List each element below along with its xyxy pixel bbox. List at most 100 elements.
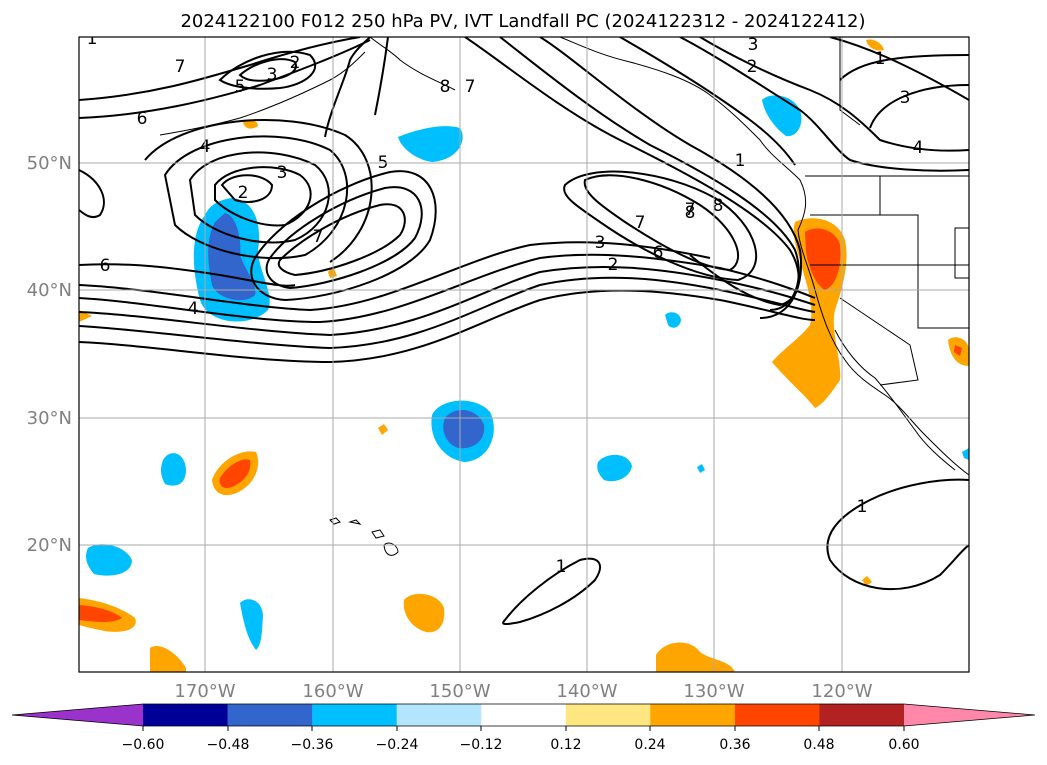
contour-ne-3: [829, 37, 969, 101]
contour-label: 2: [747, 57, 758, 77]
blue-patch-east: [962, 448, 969, 460]
colorbar-segment: [565, 704, 651, 726]
contour-ridge-n2: [374, 37, 389, 116]
orange-patch-160: [150, 646, 186, 672]
colorbar-extend-min: [12, 704, 143, 726]
orange-patch-small4: [862, 576, 872, 586]
colorbar-segments: [12, 704, 1035, 726]
contour-low-n: [218, 50, 317, 90]
contour-2-mid: [79, 241, 711, 312]
state-border-2: [879, 176, 969, 266]
contour-1-east: [826, 478, 969, 591]
colorbar-segment: [143, 704, 229, 726]
red-core-california: [805, 228, 841, 290]
contour-2-gyre: [220, 174, 274, 203]
hawaii-4: [383, 542, 399, 556]
contour-label: 1: [556, 557, 567, 577]
contour-label: 7: [175, 57, 186, 77]
colorbar-tick-label: 0.12: [550, 737, 581, 753]
coastlines: [159, 37, 969, 556]
contour-label: 7: [685, 200, 696, 220]
contour-label: 1: [735, 151, 746, 171]
contour-low-n2: [238, 58, 297, 82]
colorbar-ticks: [142, 726, 905, 731]
lon-label: 140°W: [556, 681, 617, 702]
contour-label: 6: [137, 109, 148, 129]
contour-trough-3: [539, 37, 802, 319]
contour-label: 4: [188, 299, 199, 319]
contour-label: 8: [713, 196, 724, 216]
contour-label: 2: [238, 183, 249, 203]
canada-border: [839, 37, 861, 126]
blue-patch-138: [597, 454, 632, 482]
lat-label: 30°N: [27, 408, 72, 429]
coast-alaska-bc: [559, 37, 969, 476]
contour-trough-1: [464, 37, 800, 307]
pv-contours: [79, 37, 969, 626]
contour-6-top: [79, 39, 371, 119]
orange-patch-small5: [866, 39, 884, 51]
contour-label: 7: [465, 77, 476, 97]
map-title: 2024122100 F012 250 hPa PV, IVT Landfall…: [180, 11, 865, 32]
contour-label: 8: [440, 77, 451, 97]
lon-label: 120°W: [811, 681, 872, 702]
colorbar-tick-label: 0.60: [888, 737, 919, 753]
hawaii-3: [371, 529, 385, 539]
blue-patch-168: [160, 453, 186, 486]
colorbar-segment: [481, 704, 567, 726]
contour-ridge-n1: [324, 37, 371, 138]
colorbar-tick-label: 0.24: [634, 737, 665, 753]
lon-label: 170°W: [174, 681, 235, 702]
blue-patch-20n: [86, 544, 132, 576]
contour-5-gyre: [163, 135, 349, 260]
hawaii-2: [348, 519, 362, 525]
longitude-labels: 170°W 160°W 150°W 140°W 130°W 120°W: [174, 681, 872, 702]
contour-label: 3: [595, 233, 606, 253]
lat-label: 40°N: [27, 280, 72, 301]
alaska-coast-north: [369, 37, 456, 91]
contour-7-core: [563, 170, 758, 282]
red-core-east: [954, 345, 962, 356]
map-panel: 8 7 2 3 5 7 6 4 3 2 7 5 6 4 8 7 3 2 7 8: [78, 36, 970, 673]
colorbar-segment: [227, 704, 313, 726]
contour-label: 3: [267, 65, 278, 85]
ivt-shading: [79, 39, 969, 672]
lat-label: 20°N: [27, 535, 72, 556]
contour-7-top: [79, 37, 361, 101]
colorbar-tick-label: 0.36: [719, 737, 750, 753]
colorbar-tick-label: −0.60: [122, 737, 165, 753]
orange-patch-150: [403, 593, 445, 633]
contour-label: 4: [913, 138, 924, 158]
lon-label: 150°W: [429, 681, 490, 702]
colorbar-tick-label: −0.36: [291, 737, 334, 753]
colorbar-tick-label: −0.48: [207, 737, 250, 753]
gridlines: [79, 37, 969, 672]
lon-label: 160°W: [302, 681, 363, 702]
latitude-labels: 50°N 40°N 30°N 20°N: [27, 153, 72, 556]
colorbar-segment: [650, 704, 736, 726]
contour-label: 3: [277, 163, 288, 183]
contour-1-south: [502, 557, 601, 626]
colorbar-extend-max: [904, 704, 1035, 726]
colorbar-tick-label: −0.24: [376, 737, 419, 753]
contour-label: 7: [313, 227, 324, 247]
blue-patch-131: [697, 464, 705, 473]
contour-6-low: [265, 186, 423, 290]
orange-patch-small2: [378, 424, 388, 435]
red-core-hawaii-nw: [219, 459, 251, 488]
contour-label: 3: [900, 88, 911, 108]
contour-label: 1: [857, 497, 868, 517]
contour-7-low: [277, 203, 406, 277]
red-core-sw: [79, 605, 122, 622]
contour-label: 2: [608, 255, 619, 275]
blue-patch-134: [665, 312, 681, 328]
orange-patch-small1: [243, 119, 258, 129]
colorbar-tick-label: −0.12: [460, 737, 503, 753]
contour-label: 7: [635, 213, 646, 233]
colorbar-segment: [396, 704, 482, 726]
contour-3-gyre: [214, 166, 312, 227]
east-island: [954, 227, 969, 279]
colorbar-segment: [819, 704, 905, 726]
contour-8-core: [583, 174, 740, 272]
